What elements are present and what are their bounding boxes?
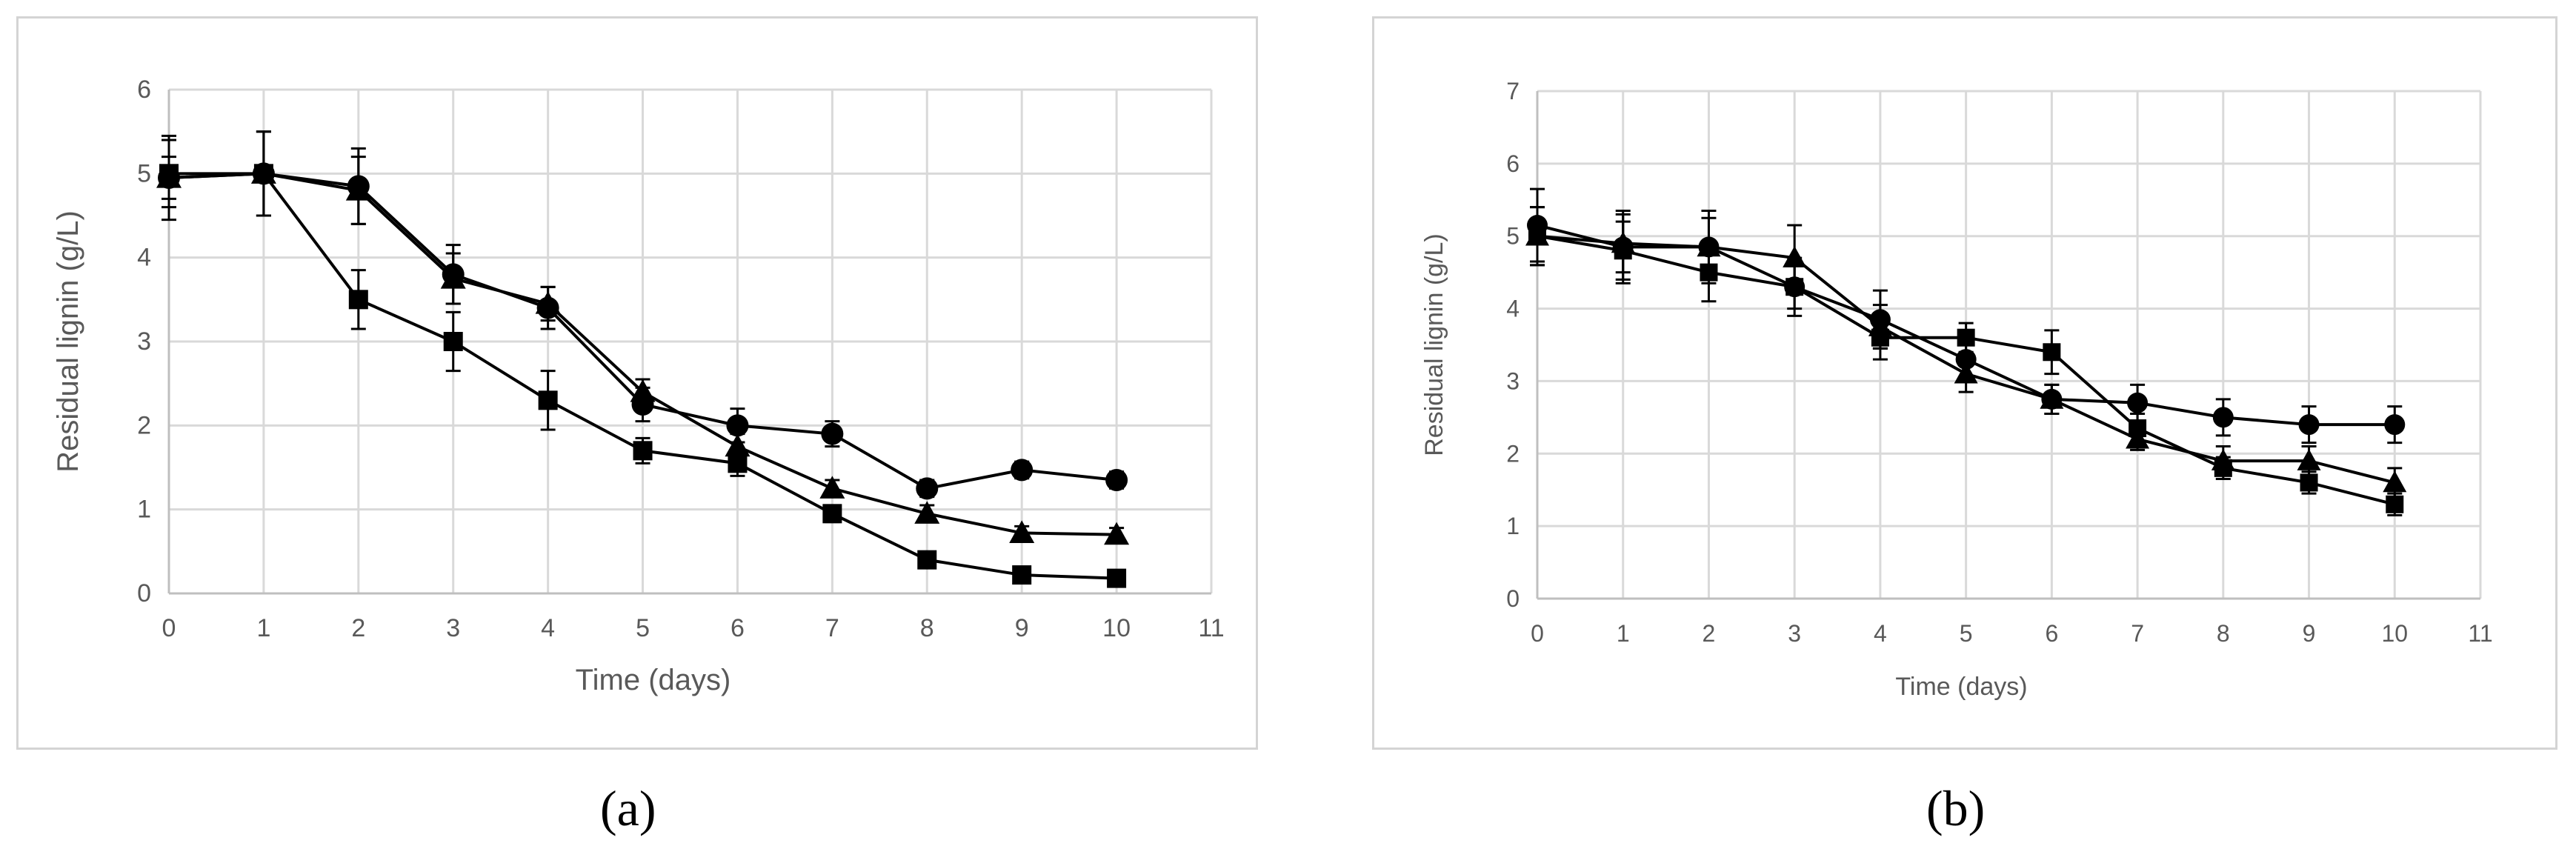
x-tick-label: 3 <box>1788 620 1801 647</box>
x-tick-label: 0 <box>1531 620 1544 647</box>
y-tick-label: 6 <box>137 76 151 104</box>
x-tick-label: 7 <box>825 614 839 642</box>
data-point-circle <box>821 422 844 445</box>
y-tick-label: 5 <box>137 159 151 187</box>
data-point-square <box>1012 565 1032 585</box>
y-tick-label: 0 <box>1506 585 1520 612</box>
data-point-square <box>728 453 748 473</box>
y-tick-label: 1 <box>137 496 151 524</box>
data-point-square <box>2300 473 2318 492</box>
y-tick-label: 4 <box>137 244 151 272</box>
y-tick-label: 4 <box>1506 296 1520 322</box>
x-tick-label: 8 <box>2217 620 2230 647</box>
data-point-square <box>443 332 463 351</box>
x-tick-label: 10 <box>1102 614 1131 642</box>
y-tick-label: 2 <box>1506 440 1520 467</box>
data-point-square <box>2214 459 2232 477</box>
x-tick-label: 3 <box>446 614 460 642</box>
data-point-triangle <box>2383 470 2407 493</box>
data-point-square <box>1528 227 1546 245</box>
chart-a-svg: 0 1 2 3 4 5 6 7 8 9 10 11 0 1 2 3 4 5 6 Time (days) Residual… <box>52 76 1225 696</box>
data-point-square <box>1957 328 1975 347</box>
data-point-triangle <box>2040 387 2064 409</box>
y-tick-label: 0 <box>137 579 151 607</box>
x-tick-label: 2 <box>1703 620 1716 647</box>
y-axis-title: Residual lignin (g/L) <box>1420 233 1448 456</box>
data-point-triangle <box>1954 362 1978 384</box>
chart-panel-a: 0 1 2 3 4 5 6 7 8 9 10 11 0 1 2 3 4 5 6 Time (days) Residual… <box>16 16 1258 750</box>
x-tick-label: 10 <box>2381 620 2408 647</box>
x-tick-label: 9 <box>1015 614 1029 642</box>
y-tick-label: 7 <box>1506 78 1520 104</box>
data-point-circle <box>2127 392 2149 413</box>
x-tick-label: 0 <box>162 614 176 642</box>
data-point-square <box>538 390 558 410</box>
y-tick-label: 2 <box>137 411 151 439</box>
x-tick-label: 11 <box>1198 614 1224 642</box>
x-tick-label: 5 <box>636 614 650 642</box>
data-point-circle <box>2212 407 2234 428</box>
x-tick-label: 4 <box>541 614 555 642</box>
caption-a: (a) <box>600 780 656 836</box>
x-tick-label: 11 <box>2468 620 2492 647</box>
x-tick-label: 1 <box>256 614 270 642</box>
x-tick-label: 8 <box>920 614 934 642</box>
data-point-triangle <box>630 379 656 402</box>
x-axis-title: Time (days) <box>576 664 731 696</box>
data-point-square <box>1107 568 1127 588</box>
y-tick-label: 3 <box>137 327 151 356</box>
caption-b: (b) <box>1926 780 1986 836</box>
data-point-circle <box>1011 459 1034 482</box>
chart-panel-b: 0 1 2 3 4 5 6 7 8 9 10 11 0 1 2 3 4 5 6 7 Time (days) Residua… <box>1372 16 2557 750</box>
data-point-square <box>917 550 937 570</box>
x-tick-label: 1 <box>1617 620 1630 647</box>
data-point-triangle <box>2297 449 2321 470</box>
x-tick-label: 2 <box>351 614 365 642</box>
data-point-square <box>1614 242 1632 260</box>
data-point-square <box>159 164 179 184</box>
y-tick-label: 5 <box>1506 223 1520 250</box>
chart-b-svg: 0 1 2 3 4 5 6 7 8 9 10 11 0 1 2 3 4 5 6 7 Time (days) Residua… <box>1420 78 2493 701</box>
x-tick-label: 5 <box>1960 620 1973 647</box>
data-point-triangle <box>535 291 561 314</box>
x-tick-label: 6 <box>2045 620 2058 647</box>
y-axis-title: Residual lignin (g/L) <box>52 210 84 473</box>
data-point-triangle <box>1783 246 1807 267</box>
data-point-triangle <box>819 476 845 499</box>
data-point-square <box>348 290 368 310</box>
y-tick-label: 1 <box>1506 513 1520 539</box>
data-point-square <box>822 504 842 524</box>
data-point-triangle <box>1009 520 1035 543</box>
data-point-circle <box>1105 469 1128 491</box>
x-tick-label: 4 <box>1874 620 1887 647</box>
x-tick-label: 9 <box>2303 620 2316 647</box>
data-point-square <box>2129 419 2147 438</box>
data-point-triangle <box>1104 522 1130 545</box>
data-point-square <box>253 164 273 184</box>
data-point-circle <box>726 414 749 437</box>
x-tick-label: 7 <box>2131 620 2144 647</box>
y-tick-label: 6 <box>1506 150 1520 177</box>
y-tick-label: 3 <box>1506 367 1520 394</box>
data-point-triangle <box>440 266 466 289</box>
data-point-circle <box>916 477 939 500</box>
data-point-square <box>1785 278 1804 296</box>
x-axis-title: Time (days) <box>1895 673 2027 701</box>
data-point-circle <box>2298 414 2320 436</box>
data-point-circle <box>2384 414 2406 436</box>
data-point-square <box>633 441 653 461</box>
data-point-square <box>2386 495 2404 513</box>
x-tick-label: 6 <box>730 614 745 642</box>
data-point-square <box>1871 328 1889 347</box>
data-point-triangle <box>345 178 371 201</box>
data-point-triangle <box>914 501 940 524</box>
data-point-square <box>1700 263 1718 282</box>
data-point-square <box>2043 343 2061 362</box>
